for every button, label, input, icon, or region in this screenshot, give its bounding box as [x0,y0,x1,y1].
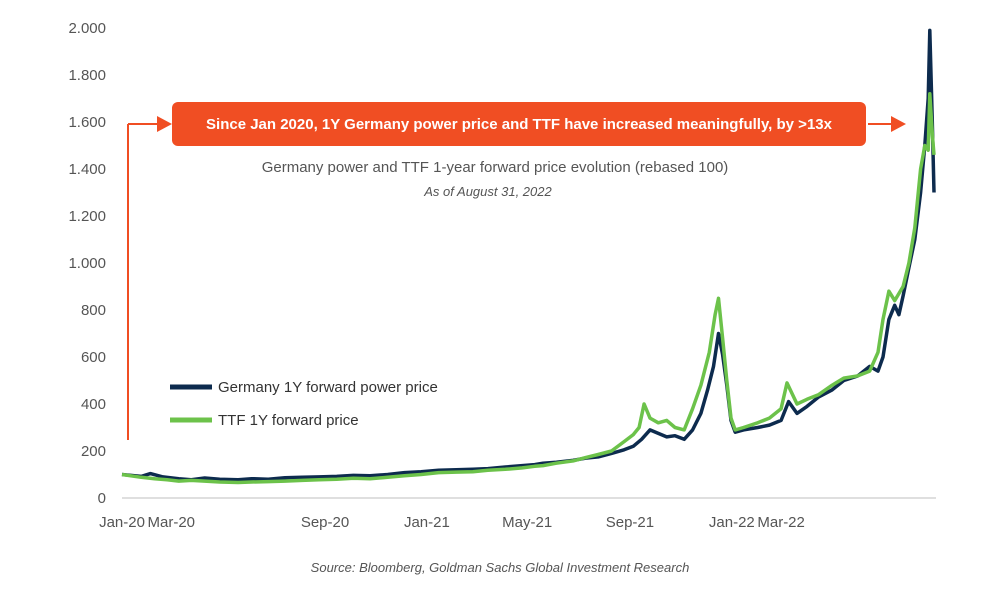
legend: Germany 1Y forward power price TTF 1Y fo… [170,379,438,429]
y-tick-label: 1.400 [68,161,106,178]
x-tick-label: Jan-20 [99,514,145,531]
x-tick-label: Jan-21 [404,514,450,531]
x-axis-ticks: Jan-20 Mar-20 Sep-20 Jan-21 May-21 Sep-21 Jan-… [99,514,805,531]
y-tick-label: 0 [98,490,106,507]
x-tick-label: Jan-22 [709,514,755,531]
x-tick-label: May-21 [502,514,552,531]
series-line-ttf [121,92,936,485]
annotation-text: Since Jan 2020, 1Y Germany power price a… [206,116,833,133]
x-tick-label: Sep-20 [301,514,349,531]
y-tick-label: 1.800 [68,67,106,84]
chart-subtitle: As of August 31, 2022 [423,184,552,199]
y-tick-label: 1.600 [68,114,106,131]
y-tick-label: 800 [81,302,106,319]
annotation-arrow [127,116,906,440]
y-tick-label: 200 [81,443,106,460]
x-tick-label: Sep-21 [606,514,654,531]
x-tick-label: Mar-22 [757,514,805,531]
series-group [121,28,936,485]
y-axis-ticks: 0 200 400 600 800 1.000 1.200 1.400 1.600 1.800 2.… [68,20,106,507]
y-tick-label: 1.000 [68,255,106,272]
legend-label-germany: Germany 1Y forward power price [218,379,438,396]
legend-label-ttf: TTF 1Y forward price [218,412,359,429]
y-tick-label: 600 [81,349,106,366]
x-tick-label: Mar-20 [148,514,196,531]
y-tick-label: 1.200 [68,208,106,225]
chart-title: Germany power and TTF 1-year forward pri… [262,159,729,176]
y-tick-label: 2.000 [68,20,106,37]
annotation-banner: Since Jan 2020, 1Y Germany power price a… [172,102,866,146]
source-note: Source: Bloomberg, Goldman Sachs Global … [311,560,690,575]
series-line-germany-power [121,28,936,482]
y-tick-label: 400 [81,396,106,413]
